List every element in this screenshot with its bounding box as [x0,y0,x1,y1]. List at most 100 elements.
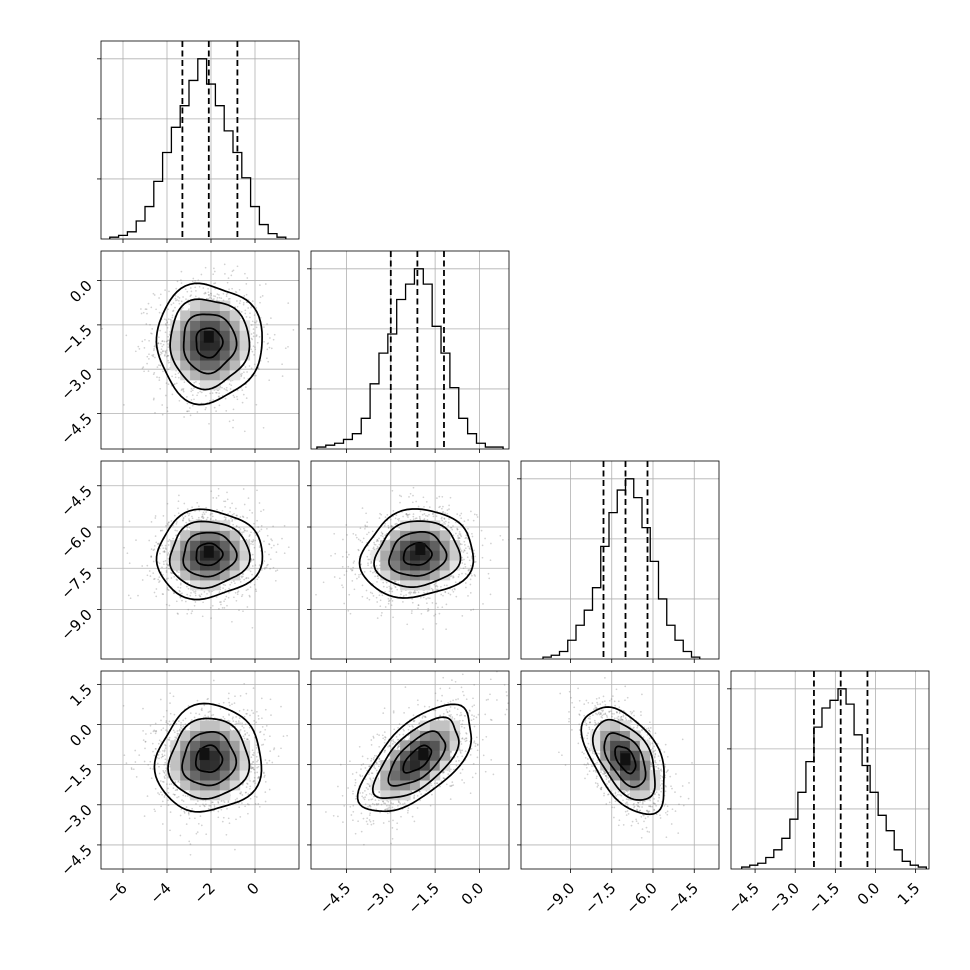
scatter-point [167,722,169,725]
scatter-point [396,588,399,591]
scatter-point [240,375,243,378]
scatter-point [460,512,463,515]
scatter-point [161,529,164,532]
density-cell [170,330,181,341]
scatter-point [205,511,207,513]
scatter-point [375,540,378,543]
scatter-point [246,371,248,373]
density-cell [180,330,191,341]
scatter-point [217,395,220,398]
contour-level-3 [155,282,263,406]
scatter-point [176,280,179,283]
scatter-point [164,318,166,321]
scatter-point [225,410,228,412]
scatter-point [361,541,364,544]
scatter-point [434,585,437,588]
scatter-point [447,592,450,595]
scatter-point [437,606,439,609]
scatter-point [167,318,170,320]
scatter-point [402,601,404,603]
scatter-point [167,589,170,591]
scatter-point [452,576,455,578]
scatter-point [166,321,169,324]
scatter-point [189,287,192,289]
scatter-point [154,412,156,414]
scatter-point [222,587,224,589]
scatter-point [246,517,248,519]
scatter-point [220,603,222,606]
scatter-point [167,540,170,543]
scatter-point [201,513,204,516]
scatter-point [186,402,189,405]
scatter-point [407,516,409,518]
scatter-point [268,379,271,382]
scatter-point [243,527,245,530]
scatter-point [228,713,230,716]
scatter-point [158,581,160,583]
scatter-point [245,301,248,304]
scatter-point [376,575,379,577]
scatter-point [165,382,168,384]
scatter-point [224,518,227,521]
scatter-point [283,524,286,527]
scatter-point [366,525,368,528]
scatter-point [224,397,227,400]
scatter-point [467,569,470,572]
scatter-point [394,580,396,583]
density-cell [170,320,181,331]
scatter-point [489,593,492,596]
scatter-point [394,517,397,520]
scatter-point [170,572,173,575]
scatter-point [263,776,266,778]
density-cell [239,540,251,551]
scatter-point [441,606,444,609]
scatter-point [167,368,170,371]
contour-level-2 [373,520,462,588]
plot-area [101,41,299,239]
scatter-point [441,511,444,514]
scatter-point [239,516,242,518]
scatter-point [165,324,168,326]
scatter-point [226,491,228,494]
scatter-point [463,549,466,551]
scatter-point [463,520,466,523]
scatter-point [227,801,230,803]
scatter-point [413,592,416,594]
scatter-point [249,534,251,536]
scatter-point [190,294,192,296]
scatter-point [184,515,187,518]
scatter-point [165,351,167,353]
density-cell [229,369,241,381]
axes-frame [100,40,300,240]
scatter-point [253,321,256,324]
scatter-point [365,512,367,515]
y-tick-label: −7.5 [57,564,95,602]
scatter-point [163,340,166,343]
density-cell [200,540,211,551]
scatter-point [470,609,472,611]
scatter-point [425,514,427,517]
scatter-point [341,584,343,587]
scatter-point [208,804,211,807]
y-tick-label: −4.5 [57,410,95,448]
scatter-point [178,720,180,722]
scatter-point [191,394,194,396]
density-cell [170,550,181,561]
scatter-point [191,517,194,520]
scatter-point [251,573,253,576]
density-cell [180,310,191,321]
scatter-point [228,297,231,300]
scatter-point [419,517,421,520]
scatter-point [178,399,181,402]
scatter-point [402,515,404,518]
scatter-point [281,537,283,540]
scatter-point [427,609,430,612]
scatter-point [465,534,468,537]
scatter-point [262,426,265,429]
scatter-point [184,288,187,291]
scatter-point [251,512,254,514]
scatter-point [232,408,235,411]
scatter-point [182,387,185,390]
scatter-point [284,347,287,350]
scatter-point [360,563,362,566]
